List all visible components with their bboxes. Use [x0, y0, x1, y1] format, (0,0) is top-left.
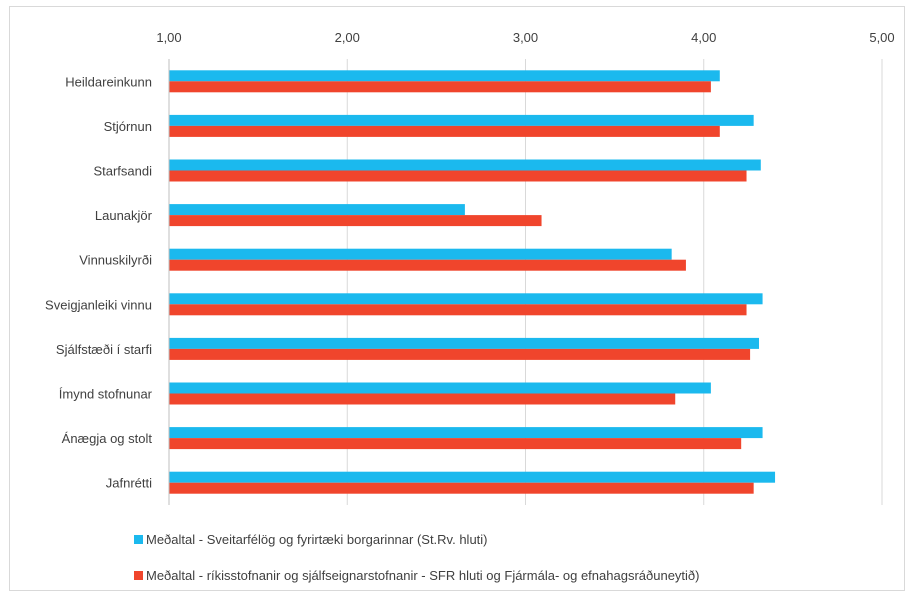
legend-label-series-1: Meðaltal - Sveitarfélög og fyrirtæki bor… [146, 532, 488, 547]
bar-series-2 [169, 215, 542, 227]
bar-series-2 [169, 482, 754, 494]
bar-series-1 [169, 471, 776, 483]
bar-series-1 [169, 114, 754, 126]
chart-frame: 1,00 2,00 3,00 4,00 5,00 Heildareinkunn Stjórn… [9, 6, 905, 591]
bar-series-2 [169, 170, 747, 182]
legend-item-series-1: Meðaltal - Sveitarfélög og fyrirtæki bor… [134, 532, 488, 547]
category-label: Sveigjanleiki vinnu [45, 297, 152, 312]
bar-series-2 [169, 81, 711, 93]
category-label: Heildareinkunn [65, 74, 152, 89]
legend-swatch-series-1 [134, 535, 143, 544]
bar-series-2 [169, 393, 676, 405]
category-label: Starfsandi [93, 164, 152, 179]
bar-series-2 [169, 259, 686, 271]
bar-series-1 [169, 70, 720, 82]
bar-series-1 [169, 204, 465, 216]
bar-series-1 [169, 248, 672, 260]
category-label: Stjórnun [104, 119, 152, 134]
bar-series-2 [169, 304, 747, 316]
category-label: Sjálfstæði í starfi [56, 342, 152, 357]
bar-series-2 [169, 348, 751, 360]
x-tick-label: 4,00 [691, 30, 716, 45]
bar-series-1 [169, 293, 763, 305]
legend-swatch-series-2 [134, 571, 143, 580]
legend-item-series-2: Meðaltal - ríkisstofnanir og sjálfseigna… [134, 568, 699, 583]
x-tick-label: 5,00 [869, 30, 894, 45]
x-tick-label: 2,00 [335, 30, 360, 45]
legend-label-series-2: Meðaltal - ríkisstofnanir og sjálfseigna… [146, 568, 700, 583]
category-label: Vinnuskilyrði [79, 253, 152, 268]
bar-series-1 [169, 337, 760, 349]
bar-series-1 [169, 382, 711, 394]
category-label: Ánægja og stolt [62, 431, 153, 446]
category-label: Launakjör [95, 208, 153, 223]
category-label: Jafnrétti [106, 476, 152, 491]
x-tick-label: 1,00 [156, 30, 181, 45]
bar-series-1 [169, 427, 763, 439]
bar-series-2 [169, 125, 720, 137]
x-tick-label: 3,00 [513, 30, 538, 45]
bar-series-1 [169, 159, 761, 171]
bar-series-2 [169, 438, 742, 450]
bar-chart: 1,00 2,00 3,00 4,00 5,00 Heildareinkunn Stjórn… [45, 30, 895, 505]
category-label: Ímynd stofnunar [59, 387, 153, 402]
